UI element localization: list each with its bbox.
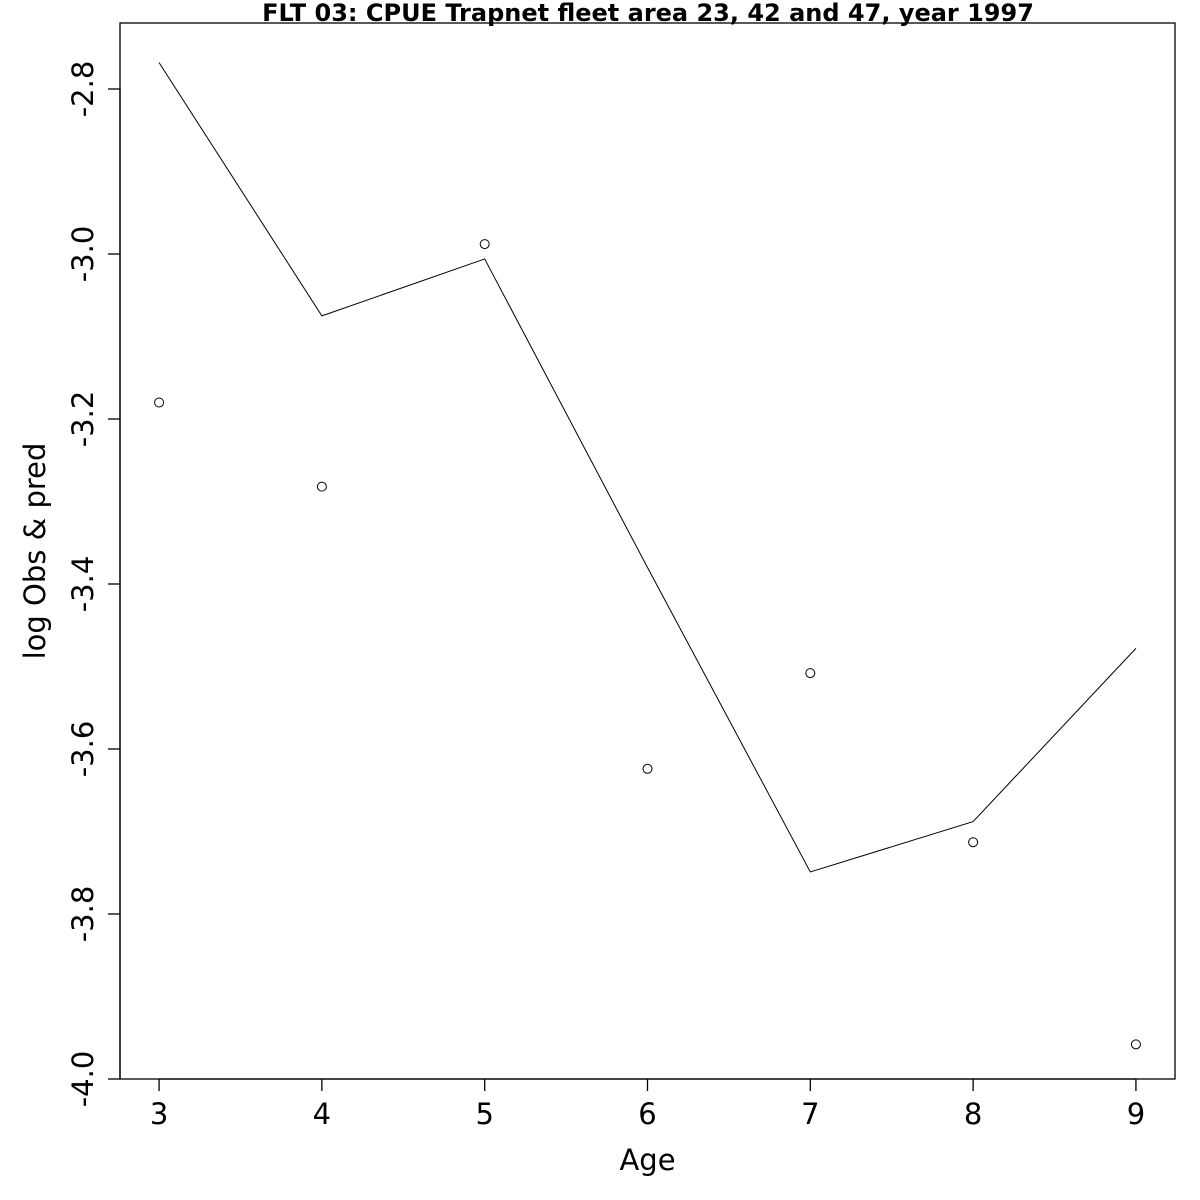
obs-point (316, 481, 327, 492)
y-tick-label: -3.6 (66, 721, 100, 778)
y-tick-label: -4.0 (66, 1051, 100, 1108)
obs-point (154, 397, 165, 408)
x-axis-label: Age (619, 1143, 675, 1177)
y-tick-label: -3.4 (66, 556, 100, 613)
y-axis-label: log Obs & pred (18, 443, 52, 660)
obs-point (479, 239, 490, 250)
obs-point (805, 668, 816, 679)
obs-point (1130, 1039, 1141, 1050)
x-tick-label: 7 (801, 1097, 819, 1131)
x-tick-label: 4 (313, 1097, 331, 1131)
y-tick-label: -3.2 (66, 391, 100, 448)
x-tick-label: 8 (964, 1097, 982, 1131)
obs-point (968, 837, 979, 848)
pred-line (158, 62, 1137, 873)
y-tick-label: -3.8 (66, 886, 100, 943)
x-tick-label: 9 (1127, 1097, 1145, 1131)
plot-frame (119, 22, 1176, 1080)
obs-point (642, 763, 653, 774)
x-axis: 3 4 5 6 7 8 9 (150, 1078, 1145, 1131)
y-tick-label: -3.0 (66, 226, 100, 283)
y-tick-label: -2.8 (66, 61, 100, 118)
x-tick-label: 3 (150, 1097, 168, 1131)
y-axis: -4.0 -3.8 -3.6 -3.4 -3.2 -3.0 -2.8 (66, 61, 121, 1108)
series-layer (154, 62, 1141, 1050)
x-tick-label: 5 (475, 1097, 493, 1131)
x-tick-label: 6 (638, 1097, 656, 1131)
